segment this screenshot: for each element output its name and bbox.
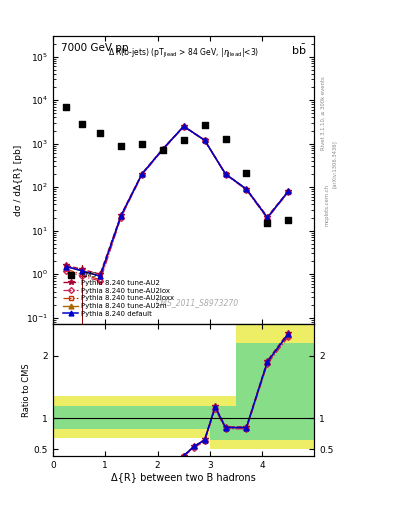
Pythia 8.240 tune-AU2loxx (286, 189, 291, 195)
Pythia 8.240 tune-AU2m (223, 171, 228, 177)
Text: 7000 GeV pp: 7000 GeV pp (61, 43, 129, 53)
Pythia 8.240 tune-AU2lox (182, 123, 186, 130)
Pythia 8.240 tune-AU2loxx (244, 186, 249, 193)
Pythia 8.240 tune-AU2m (64, 264, 68, 270)
Pythia 8.240 tune-AU2lox (286, 189, 291, 195)
Pythia 8.240 tune-AU2m (119, 212, 123, 219)
Text: [arXiv:1306.3436]: [arXiv:1306.3436] (332, 140, 337, 188)
Pythia 8.240 default (286, 188, 291, 195)
Pythia 8.240 tune-AU2m (160, 146, 165, 152)
CMS (160, 146, 166, 155)
X-axis label: Δ{R} between two B hadrons: Δ{R} between two B hadrons (111, 472, 256, 482)
CMS (63, 103, 69, 111)
Pythia 8.240 tune-AU2loxx (140, 172, 144, 178)
Pythia 8.240 default (160, 146, 165, 152)
Pythia 8.240 tune-AU2m (244, 186, 249, 192)
Text: b$\bar{\mathrm{b}}$: b$\bar{\mathrm{b}}$ (291, 43, 307, 57)
Text: CMS_2011_S8973270: CMS_2011_S8973270 (155, 298, 239, 307)
Pythia 8.240 tune-AU2lox (64, 268, 68, 274)
Pythia 8.240 tune-AU2loxx (160, 146, 165, 153)
Line: Pythia 8.240 tune-AU2lox: Pythia 8.240 tune-AU2lox (64, 124, 290, 283)
Pythia 8.240 tune-AU2m (265, 215, 270, 221)
Pythia 8.240 tune-AU2loxx (182, 123, 186, 130)
Pythia 8.240 tune-AU2 (182, 123, 186, 129)
Pythia 8.240 tune-AU2 (64, 262, 68, 268)
Pythia 8.240 default (140, 171, 144, 177)
Line: Pythia 8.240 tune-AU2m: Pythia 8.240 tune-AU2m (64, 124, 291, 279)
Text: mcplots.cern.ch: mcplots.cern.ch (324, 184, 329, 226)
Text: Rivet 3.1.10, ≥ 300k events: Rivet 3.1.10, ≥ 300k events (320, 76, 325, 150)
Pythia 8.240 tune-AU2 (286, 188, 291, 194)
Pythia 8.240 tune-AU2 (265, 214, 270, 220)
Pythia 8.240 tune-AU2 (79, 266, 84, 272)
Pythia 8.240 tune-AU2lox (160, 147, 165, 153)
Pythia 8.240 tune-AU2 (202, 137, 207, 143)
Pythia 8.240 tune-AU2loxx (79, 271, 84, 278)
Pythia 8.240 default (244, 186, 249, 192)
Line: Pythia 8.240 tune-AU2loxx: Pythia 8.240 tune-AU2loxx (64, 124, 290, 282)
Pythia 8.240 tune-AU2m (98, 273, 103, 279)
Pythia 8.240 tune-AU2m (286, 188, 291, 195)
CMS (79, 120, 85, 129)
Pythia 8.240 default (79, 268, 84, 274)
Legend: CMS, Pythia 8.240 tune-AU2, Pythia 8.240 tune-AU2lox, Pythia 8.240 tune-AU2loxx,: CMS, Pythia 8.240 tune-AU2, Pythia 8.240… (62, 271, 176, 318)
Pythia 8.240 tune-AU2 (98, 271, 103, 278)
Pythia 8.240 tune-AU2lox (244, 187, 249, 193)
Pythia 8.240 tune-AU2lox (140, 172, 144, 178)
CMS (118, 141, 124, 150)
Line: Pythia 8.240 default: Pythia 8.240 default (64, 124, 291, 279)
Pythia 8.240 tune-AU2lox (79, 273, 84, 279)
Pythia 8.240 default (265, 215, 270, 221)
Pythia 8.240 tune-AU2m (140, 171, 144, 177)
Pythia 8.240 default (119, 212, 123, 219)
Y-axis label: dσ / dΔ{R} [pb]: dσ / dΔ{R} [pb] (14, 144, 23, 216)
Pythia 8.240 tune-AU2loxx (202, 137, 207, 143)
Pythia 8.240 tune-AU2m (182, 123, 186, 130)
Pythia 8.240 tune-AU2lox (265, 216, 270, 222)
CMS (202, 121, 208, 129)
Pythia 8.240 default (202, 137, 207, 143)
Pythia 8.240 tune-AU2 (160, 146, 165, 152)
CMS (264, 219, 270, 227)
Pythia 8.240 tune-AU2 (140, 170, 144, 177)
Pythia 8.240 tune-AU2lox (98, 278, 103, 284)
Pythia 8.240 tune-AU2loxx (64, 266, 68, 272)
Pythia 8.240 tune-AU2loxx (265, 215, 270, 221)
CMS (243, 169, 250, 177)
Pythia 8.240 tune-AU2lox (202, 137, 207, 143)
Line: Pythia 8.240 tune-AU2: Pythia 8.240 tune-AU2 (63, 123, 291, 277)
Pythia 8.240 tune-AU2m (79, 268, 84, 274)
CMS (139, 140, 145, 148)
CMS (222, 135, 229, 143)
Pythia 8.240 tune-AU2 (223, 171, 228, 177)
Pythia 8.240 tune-AU2 (244, 186, 249, 192)
Pythia 8.240 tune-AU2lox (119, 215, 123, 221)
Pythia 8.240 tune-AU2loxx (223, 172, 228, 178)
Pythia 8.240 tune-AU2m (202, 137, 207, 143)
Pythia 8.240 tune-AU2 (119, 212, 123, 218)
Pythia 8.240 tune-AU2lox (223, 172, 228, 178)
CMS (97, 129, 103, 137)
Pythia 8.240 default (64, 264, 68, 270)
Pythia 8.240 tune-AU2loxx (98, 276, 103, 283)
Pythia 8.240 default (182, 123, 186, 130)
CMS (285, 216, 292, 224)
CMS (181, 136, 187, 144)
Y-axis label: Ratio to CMS: Ratio to CMS (22, 364, 31, 417)
Pythia 8.240 tune-AU2loxx (119, 214, 123, 220)
Pythia 8.240 default (98, 273, 103, 279)
Pythia 8.240 default (223, 171, 228, 177)
Text: $\Delta$ R(b-jets) (pT$_\mathrm{Jlead}$ > 84 GeV, |$\eta_\mathrm{Jlead}$|<3): $\Delta$ R(b-jets) (pT$_\mathrm{Jlead}$ … (108, 48, 259, 60)
